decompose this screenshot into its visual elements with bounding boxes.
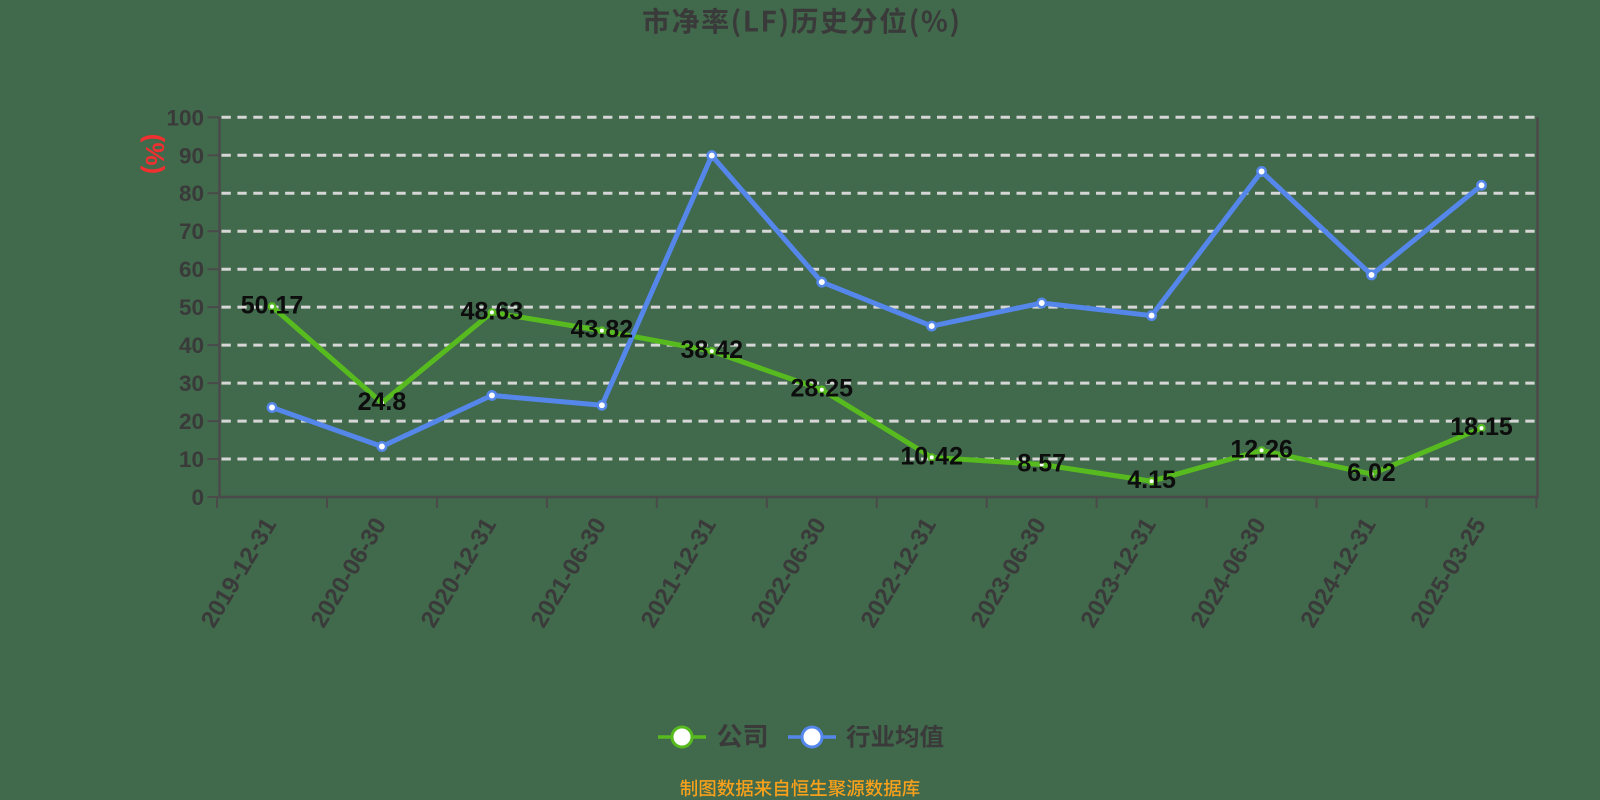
svg-text:4.15: 4.15: [1127, 466, 1176, 494]
svg-text:70: 70: [179, 219, 204, 244]
svg-text:20: 20: [179, 409, 204, 434]
svg-text:50: 50: [179, 295, 204, 320]
svg-text:48.63: 48.63: [461, 297, 524, 325]
svg-text:8.57: 8.57: [1017, 450, 1066, 478]
svg-text:30: 30: [179, 371, 204, 396]
svg-text:10.42: 10.42: [900, 442, 963, 470]
svg-text:(%): (%): [140, 134, 170, 174]
svg-text:40: 40: [179, 333, 204, 358]
svg-text:10: 10: [179, 447, 204, 472]
svg-text:0: 0: [191, 485, 204, 510]
svg-text:50.17: 50.17: [241, 292, 304, 320]
svg-text:43.82: 43.82: [571, 316, 634, 344]
svg-text:24.8: 24.8: [358, 388, 407, 416]
svg-text:12.26: 12.26: [1230, 435, 1293, 463]
svg-text:60: 60: [179, 257, 204, 282]
svg-text:38.42: 38.42: [681, 336, 744, 364]
svg-text:100: 100: [166, 105, 204, 130]
svg-text:28.25: 28.25: [791, 375, 854, 403]
svg-text:18.15: 18.15: [1450, 413, 1513, 441]
svg-text:6.02: 6.02: [1347, 459, 1396, 487]
svg-text:90: 90: [179, 143, 204, 168]
svg-text:80: 80: [179, 181, 204, 206]
